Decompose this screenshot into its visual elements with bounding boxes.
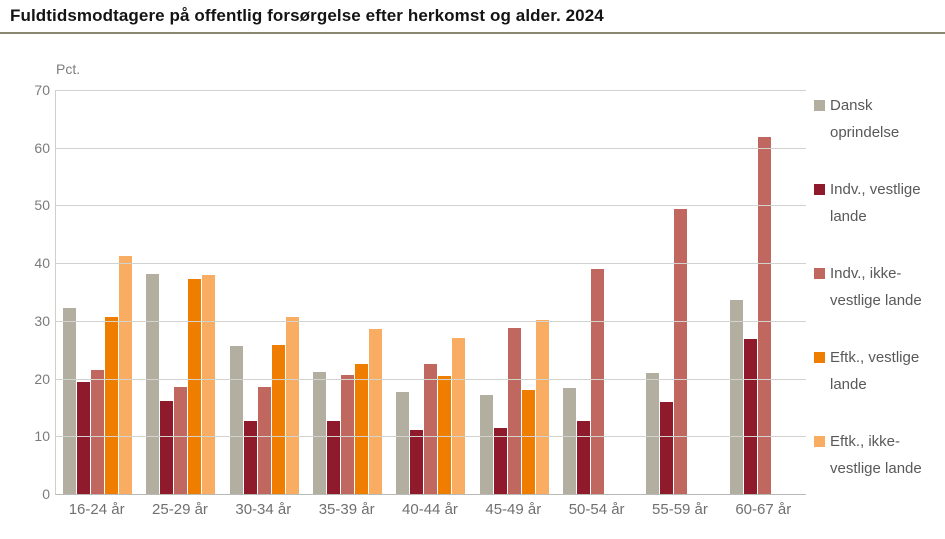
legend-swatch: [814, 100, 825, 111]
bar: [63, 308, 77, 494]
bar: [452, 338, 466, 494]
legend-label: Eftk., vestlige lande: [830, 349, 920, 393]
legend-entry: Eftk., vestlige lande: [814, 344, 926, 398]
bar: [160, 400, 174, 494]
bar-group: [139, 90, 222, 494]
gridline: [56, 436, 806, 438]
bar: [521, 390, 535, 494]
y-tick-label: 40: [34, 255, 50, 272]
x-tick-label: 45-49 år: [485, 501, 542, 518]
bar: [438, 376, 452, 494]
bar: [424, 363, 438, 494]
legend-swatch: [814, 184, 825, 195]
bar: [493, 427, 507, 494]
x-tick-label: 35-39 år: [318, 501, 375, 518]
x-tick-label: 40-44 år: [402, 501, 458, 518]
bar: [119, 256, 133, 494]
legend: Dansk oprindelse Indv., vestlige lande Ind…: [814, 0, 944, 539]
bar: [535, 319, 549, 494]
legend-swatch: [814, 352, 825, 363]
x-tick-label: 16-24 år: [68, 501, 125, 518]
gridline: [56, 378, 806, 380]
bar: [229, 346, 243, 494]
title-rule: [0, 32, 945, 34]
bar-group: [473, 90, 556, 494]
gridline: [56, 205, 806, 207]
gridline: [56, 90, 806, 91]
x-tick-label: 55-59 år: [652, 501, 708, 518]
y-tick-label: 30: [34, 312, 50, 329]
bar-groups: [56, 90, 806, 494]
gridline: [56, 320, 806, 322]
x-tick-label: 50-54 år: [568, 501, 625, 518]
x-axis-labels: 16-24 år 25-29 år 30-34 år 35-39 år 40-44 år…: [55, 501, 805, 518]
bar: [77, 382, 91, 494]
bar: [313, 372, 327, 494]
bar: [202, 274, 216, 494]
bar-group: [639, 90, 722, 494]
bar: [341, 375, 355, 494]
bar: [660, 402, 674, 494]
x-tick-label: 30-34 år: [235, 501, 292, 518]
bar: [257, 386, 271, 494]
y-tick-label: 0: [42, 486, 50, 502]
legend-swatch: [814, 268, 825, 279]
bar: [577, 420, 591, 494]
bar-group: [556, 90, 639, 494]
bar: [271, 345, 285, 494]
bar: [369, 328, 383, 494]
bar: [91, 369, 105, 494]
bar-group: [389, 90, 472, 494]
y-tick-label: 10: [34, 428, 50, 445]
bar: [729, 299, 743, 494]
bar: [355, 364, 369, 494]
bar: [285, 317, 299, 494]
bar: [507, 327, 521, 494]
gridline: [56, 147, 806, 149]
bar: [410, 429, 424, 494]
x-tick-label: 60-67 år: [735, 501, 792, 518]
legend-entry: Indv., ikke-vestlige lande: [814, 260, 926, 314]
legend-label: Indv., vestlige lande: [830, 181, 921, 225]
gridline: [56, 263, 806, 265]
bar-group: [56, 90, 139, 494]
bar: [243, 421, 257, 494]
legend-entry: Eftk., ikke-vestlige lande: [814, 428, 926, 482]
bar: [591, 268, 605, 494]
bar: [646, 372, 660, 494]
bar-group: [306, 90, 389, 494]
y-tick-label: 70: [34, 82, 50, 98]
unit-label: Pct.: [56, 61, 81, 77]
bar: [174, 386, 188, 494]
legend-entry: Indv., vestlige lande: [814, 176, 926, 230]
bar: [674, 208, 688, 494]
legend-label: Dansk oprindelse: [830, 97, 900, 141]
bar: [396, 391, 410, 494]
legend-entry: Dansk oprindelse: [814, 92, 926, 146]
x-tick-label: 25-29 år: [152, 501, 208, 518]
bar: [479, 394, 493, 494]
y-tick-label: 60: [34, 139, 50, 156]
bar: [327, 420, 341, 494]
legend-swatch: [814, 436, 825, 447]
y-tick-label: 50: [34, 197, 50, 214]
bar: [105, 317, 119, 494]
bar: [188, 278, 202, 494]
bar: [743, 338, 757, 494]
plot-area: [55, 90, 806, 495]
bar-group: [223, 90, 306, 494]
chart-title: Fuldtidsmodtagere på offentlig forsørgel…: [10, 6, 604, 25]
bar-group: [723, 90, 806, 494]
y-tick-label: 20: [34, 370, 50, 387]
legend-label: Indv., ikke-vestlige lande: [830, 265, 922, 309]
bar: [757, 136, 771, 494]
legend-label: Eftk., ikke-vestlige lande: [830, 433, 922, 477]
bar: [563, 387, 577, 494]
bar: [146, 273, 160, 494]
